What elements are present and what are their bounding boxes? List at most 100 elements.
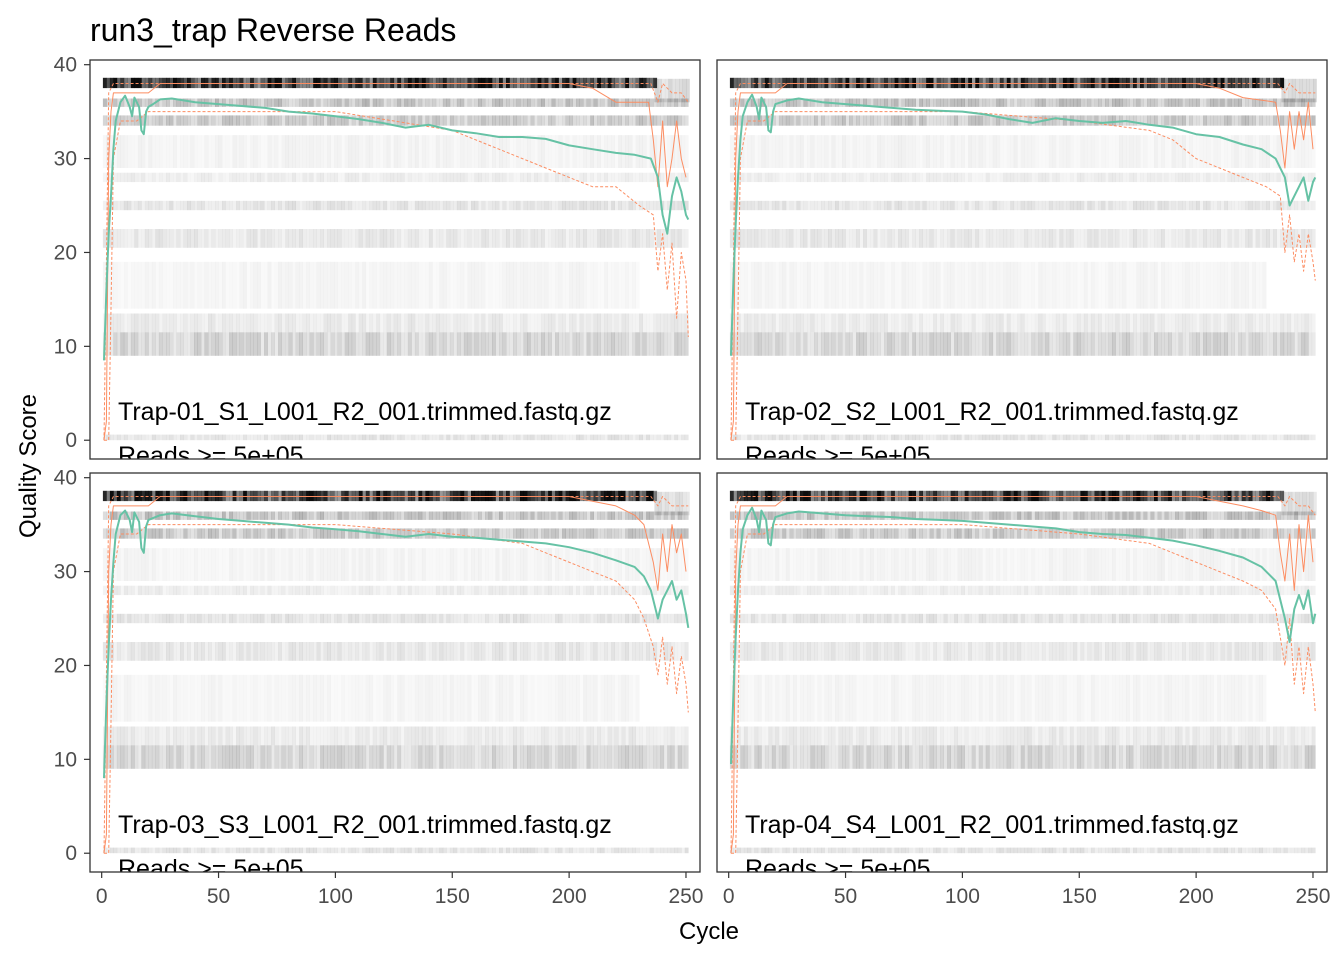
heatmap-cell bbox=[348, 98, 353, 107]
heatmap-cell bbox=[474, 172, 479, 183]
heatmap-cell bbox=[229, 332, 233, 356]
heatmap-cell bbox=[344, 229, 349, 248]
heatmap-cell bbox=[743, 434, 748, 441]
heatmap-cell bbox=[260, 745, 265, 769]
heatmap-cell bbox=[1248, 313, 1253, 333]
heatmap-cell bbox=[569, 548, 573, 581]
heatmap-cell bbox=[541, 261, 545, 309]
heatmap-cell bbox=[978, 332, 983, 356]
heatmap-cell bbox=[814, 200, 818, 211]
heatmap-cell bbox=[446, 847, 451, 854]
heatmap-cell bbox=[1220, 434, 1225, 441]
heatmap-cell bbox=[757, 77, 762, 89]
heatmap-cell bbox=[330, 77, 335, 89]
heatmap-cell bbox=[1048, 77, 1053, 89]
heatmap-cell bbox=[856, 98, 860, 107]
heatmap-cell bbox=[173, 642, 177, 661]
heatmap-cell bbox=[649, 172, 654, 183]
heatmap-cell bbox=[1262, 434, 1267, 441]
heatmap-cell bbox=[604, 613, 608, 624]
heatmap-cell bbox=[215, 613, 219, 624]
heatmap-cell bbox=[254, 675, 258, 722]
heatmap-cell bbox=[467, 98, 472, 107]
heatmap-cell bbox=[236, 332, 240, 356]
heatmap-cell bbox=[148, 548, 152, 581]
heatmap-cell bbox=[1221, 135, 1225, 168]
heatmap-cell bbox=[257, 642, 261, 661]
heatmap-cell bbox=[478, 313, 482, 333]
heatmap-cell bbox=[478, 332, 482, 356]
heatmap-cell bbox=[429, 135, 433, 168]
heatmap-cell bbox=[383, 745, 388, 769]
heatmap-cell bbox=[246, 642, 251, 661]
heatmap-cell bbox=[397, 262, 401, 309]
heatmap-cell bbox=[485, 332, 489, 356]
heatmap-cell bbox=[229, 98, 233, 107]
heatmap-cell bbox=[548, 98, 552, 107]
heatmap-cell bbox=[344, 261, 349, 309]
heatmap-cell bbox=[1038, 98, 1043, 107]
heatmap-cell bbox=[467, 847, 472, 854]
heatmap-cell bbox=[954, 332, 958, 356]
heatmap-cell bbox=[1102, 262, 1106, 309]
heatmap-cell bbox=[488, 613, 493, 624]
heatmap-cell bbox=[306, 726, 310, 746]
heatmap-cell bbox=[905, 77, 909, 89]
heatmap-cell bbox=[243, 548, 247, 581]
heatmap-cell bbox=[467, 726, 472, 746]
heatmap-cell bbox=[173, 77, 177, 89]
heatmap-cell bbox=[523, 261, 528, 309]
heatmap-cell bbox=[835, 262, 839, 309]
heatmap-cell bbox=[383, 586, 387, 595]
heatmap-cell bbox=[344, 172, 349, 183]
heatmap-cell bbox=[295, 585, 300, 596]
heatmap-cell bbox=[1105, 434, 1109, 441]
heatmap-cell bbox=[478, 434, 482, 441]
heatmap-cell bbox=[1228, 262, 1232, 309]
heatmap-cell bbox=[569, 642, 573, 661]
heatmap-cell bbox=[428, 642, 433, 661]
heatmap-cell bbox=[320, 77, 324, 89]
heatmap-cell bbox=[320, 135, 324, 168]
heatmap-cell bbox=[523, 115, 528, 126]
heatmap-cell bbox=[141, 313, 146, 333]
heatmap-cell bbox=[999, 172, 1004, 183]
heatmap-cell bbox=[632, 77, 636, 89]
heatmap-cell bbox=[414, 613, 419, 624]
heatmap-cell bbox=[439, 548, 443, 581]
heatmap-cell bbox=[933, 332, 937, 356]
heatmap-cell bbox=[432, 229, 437, 248]
heatmap-cell bbox=[509, 261, 514, 309]
heatmap-cell bbox=[971, 313, 976, 333]
heatmap-cell bbox=[894, 229, 899, 248]
heatmap-cell bbox=[625, 313, 629, 333]
heatmap-cell bbox=[1262, 172, 1267, 183]
heatmap-cell bbox=[1269, 434, 1274, 441]
heatmap-cell bbox=[621, 434, 626, 441]
heatmap-cell bbox=[625, 613, 629, 624]
heatmap-cell bbox=[884, 135, 888, 168]
heatmap-cell bbox=[905, 115, 909, 126]
heatmap-cell bbox=[116, 745, 121, 769]
heatmap-cell bbox=[180, 98, 184, 107]
heatmap-cell bbox=[162, 726, 167, 746]
heatmap-cell bbox=[435, 172, 440, 183]
heatmap-cell bbox=[817, 172, 822, 183]
heatmap-cell bbox=[1196, 313, 1200, 333]
heatmap-cell bbox=[527, 548, 531, 581]
heatmap-cell bbox=[442, 98, 447, 107]
heatmap-cell bbox=[274, 585, 279, 596]
heatmap-cell bbox=[653, 135, 658, 168]
heatmap-cell bbox=[499, 585, 503, 596]
heatmap-cell bbox=[551, 98, 556, 107]
heatmap-cell bbox=[320, 548, 324, 581]
heatmap-cell bbox=[905, 261, 909, 309]
heatmap-cell bbox=[292, 77, 296, 89]
heatmap-cell bbox=[964, 332, 969, 356]
heatmap-cell bbox=[337, 135, 342, 168]
heatmap-cell bbox=[1182, 98, 1186, 107]
heatmap-cell bbox=[1006, 229, 1011, 248]
heatmap-cell bbox=[975, 262, 979, 309]
heatmap-cell bbox=[163, 548, 167, 581]
heatmap-cell bbox=[456, 585, 461, 596]
